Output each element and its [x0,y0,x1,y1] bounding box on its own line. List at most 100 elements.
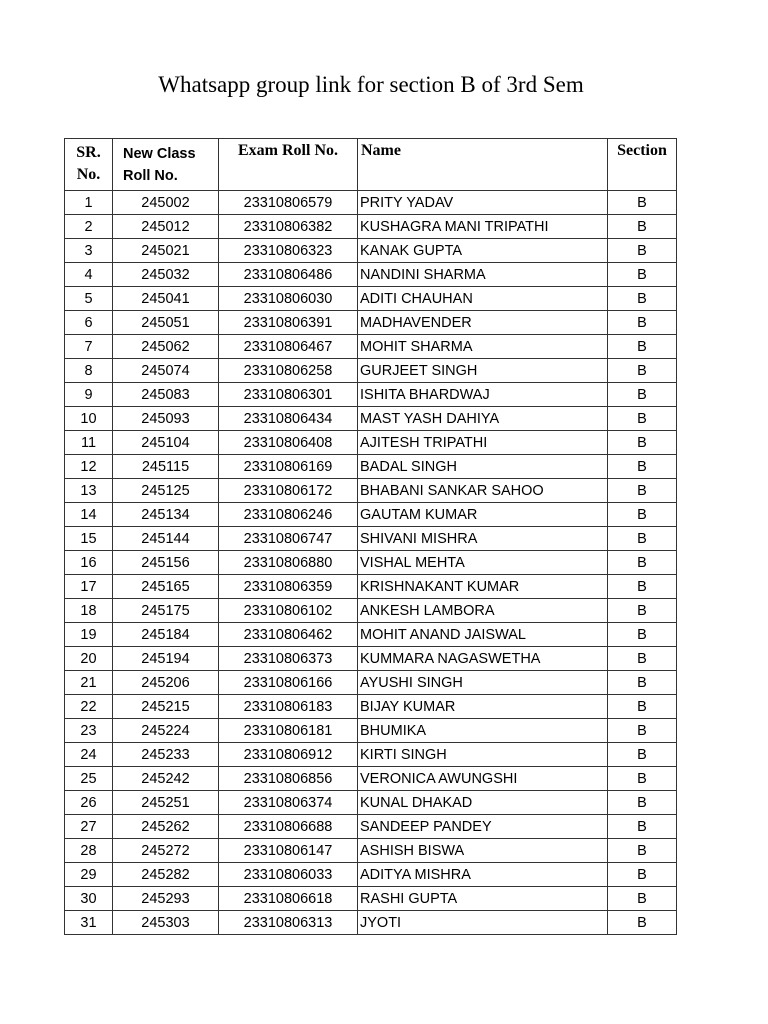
cell-section: B [607,454,677,479]
cell-sr-no: 16 [64,550,113,575]
cell-sr-no: 29 [64,862,113,887]
cell-section: B [607,646,677,671]
cell-class-roll: 245293 [112,886,219,911]
cell-sr-no: 25 [64,766,113,791]
table-row: 2 245012 23310806382 KUSHAGRA MANI TRIPATHI… [64,214,677,239]
cell-sr-no: 24 [64,742,113,767]
cell-class-roll: 245233 [112,742,219,767]
cell-section: B [607,286,677,311]
table-row: 27 245262 23310806688 SANDEEP PANDEY B [64,814,677,839]
cell-name: RASHI GUPTA [357,886,608,911]
table-row: 1 245002 23310806579 PRITY YADAV B [64,190,677,215]
table-row: 30 245293 23310806618 RASHI GUPTA B [64,886,677,911]
table-row: 31 245303 23310806313 JYOTI B [64,910,677,935]
cell-exam-roll: 23310806373 [218,646,358,671]
cell-name: AJITESH TRIPATHI [357,430,608,455]
cell-class-roll: 245206 [112,670,219,695]
cell-name: ADITYA MISHRA [357,862,608,887]
cell-class-roll: 245134 [112,502,219,527]
cell-name: KUSHAGRA MANI TRIPATHI [357,214,608,239]
cell-name: KANAK GUPTA [357,238,608,263]
cell-name: MADHAVENDER [357,310,608,335]
cell-class-roll: 245021 [112,238,219,263]
cell-sr-no: 21 [64,670,113,695]
cell-exam-roll: 23310806323 [218,238,358,263]
cell-sr-no: 1 [64,190,113,215]
cell-exam-roll: 23310806033 [218,862,358,887]
cell-section: B [607,574,677,599]
cell-section: B [607,406,677,431]
table-row: 20 245194 23310806373 KUMMARA NAGASWETHA B [64,646,677,671]
cell-section: B [607,694,677,719]
cell-exam-roll: 23310806166 [218,670,358,695]
cell-name: MOHIT SHARMA [357,334,608,359]
cell-exam-roll: 23310806467 [218,334,358,359]
cell-name: ADITI CHAUHAN [357,286,608,311]
cell-name: SANDEEP PANDEY [357,814,608,839]
cell-section: B [607,838,677,863]
cell-sr-no: 19 [64,622,113,647]
cell-section: B [607,742,677,767]
cell-section: B [607,598,677,623]
cell-class-roll: 245184 [112,622,219,647]
cell-sr-no: 14 [64,502,113,527]
cell-section: B [607,526,677,551]
cell-class-roll: 245115 [112,454,219,479]
table-row: 4 245032 23310806486 NANDINI SHARMA B [64,262,677,287]
cell-exam-roll: 23310806172 [218,478,358,503]
cell-exam-roll: 23310806102 [218,598,358,623]
cell-section: B [607,790,677,815]
cell-class-roll: 245041 [112,286,219,311]
cell-exam-roll: 23310806258 [218,358,358,383]
table-row: 25 245242 23310806856 VERONICA AWUNGSHI B [64,766,677,791]
header-name: Name [357,138,608,191]
cell-sr-no: 6 [64,310,113,335]
cell-sr-no: 20 [64,646,113,671]
table-row: 13 245125 23310806172 BHABANI SANKAR SAHOO B [64,478,677,503]
cell-exam-roll: 23310806856 [218,766,358,791]
cell-exam-roll: 23310806301 [218,382,358,407]
cell-exam-roll: 23310806618 [218,886,358,911]
cell-section: B [607,718,677,743]
cell-exam-roll: 23310806313 [218,910,358,935]
table-header-row: SR. No. New Class Roll No. Exam Roll No. N… [64,138,677,191]
table-row: 24 245233 23310806912 KIRTI SINGH B [64,742,677,767]
cell-sr-no: 23 [64,718,113,743]
cell-class-roll: 245093 [112,406,219,431]
cell-sr-no: 5 [64,286,113,311]
cell-sr-no: 8 [64,358,113,383]
table-row: 23 245224 23310806181 BHUMIKA B [64,718,677,743]
cell-class-roll: 245282 [112,862,219,887]
header-sr-line2: No. [76,166,101,183]
cell-name: VERONICA AWUNGSHI [357,766,608,791]
cell-section: B [607,670,677,695]
cell-section: B [607,862,677,887]
table-row: 8 245074 23310806258 GURJEET SINGH B [64,358,677,383]
cell-name: KIRTI SINGH [357,742,608,767]
cell-sr-no: 2 [64,214,113,239]
cell-sr-no: 9 [64,382,113,407]
table-row: 15 245144 23310806747 SHIVANI MISHRA B [64,526,677,551]
cell-name: ISHITA BHARDWAJ [357,382,608,407]
table-row: 29 245282 23310806033 ADITYA MISHRA B [64,862,677,887]
cell-sr-no: 22 [64,694,113,719]
cell-sr-no: 26 [64,790,113,815]
header-sr-no: SR. No. [64,138,113,191]
cell-sr-no: 30 [64,886,113,911]
table-row: 14 245134 23310806246 GAUTAM KUMAR B [64,502,677,527]
table-row: 18 245175 23310806102 ANKESH LAMBORA B [64,598,677,623]
cell-sr-no: 28 [64,838,113,863]
cell-class-roll: 245272 [112,838,219,863]
cell-section: B [607,430,677,455]
cell-class-roll: 245074 [112,358,219,383]
cell-section: B [607,238,677,263]
cell-class-roll: 245002 [112,190,219,215]
cell-exam-roll: 23310806391 [218,310,358,335]
cell-exam-roll: 23310806359 [218,574,358,599]
cell-name: KRISHNAKANT KUMAR [357,574,608,599]
cell-name: BADAL SINGH [357,454,608,479]
cell-sr-no: 31 [64,910,113,935]
cell-section: B [607,334,677,359]
header-class-roll-line2: Roll No. [123,168,178,184]
cell-section: B [607,910,677,935]
